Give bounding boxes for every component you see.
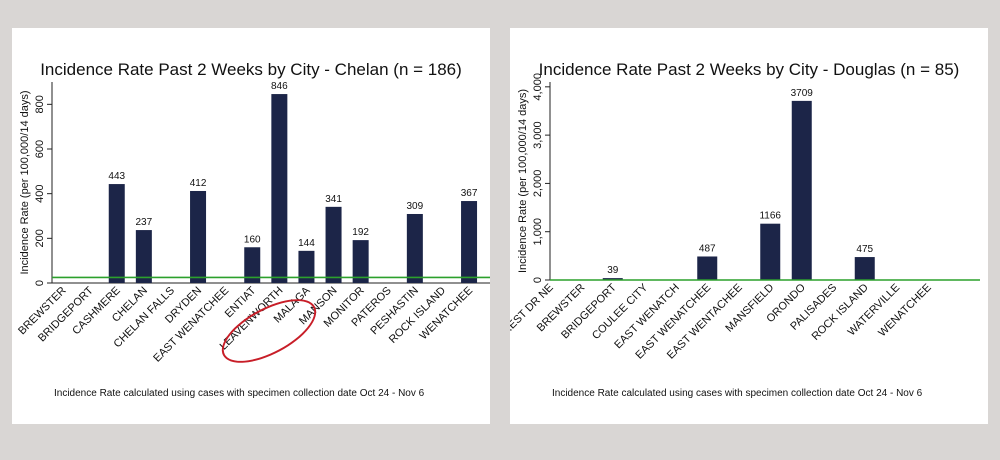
category-label: COULEE CITY (590, 281, 651, 342)
douglas-chart-panel: Incidence Rate Past 2 Weeks by City - Do… (510, 28, 988, 424)
y-tick-label: 200 (34, 229, 46, 247)
y-tick-label: 4,000 (532, 73, 544, 101)
bar-value-label: 1166 (759, 211, 781, 222)
bar (108, 184, 125, 283)
bar-value-label: 192 (352, 227, 369, 238)
bar-value-label: 487 (699, 243, 716, 254)
bar (244, 247, 261, 283)
bar (352, 240, 369, 283)
chart-footnote: Incidence Rate calculated using cases wi… (54, 388, 425, 399)
category-label: ROCK ISLAND (810, 282, 871, 343)
bar (271, 94, 288, 283)
y-tick-label: 0 (34, 280, 46, 286)
bar-value-label: 309 (407, 201, 424, 212)
bar-value-label: 237 (136, 217, 153, 228)
bar-value-label: 475 (856, 244, 873, 255)
bar (602, 278, 623, 280)
y-tick-label: 1,000 (532, 218, 544, 246)
y-axis-label: Incidence Rate (per 100,000/14 days) (19, 90, 31, 274)
bar (854, 257, 875, 280)
chart-title: Incidence Rate Past 2 Weeks by City - Ch… (40, 60, 462, 79)
bar (298, 250, 315, 283)
chart-title: Incidence Rate Past 2 Weeks by City - Do… (538, 60, 960, 79)
bar (325, 206, 342, 283)
bar (135, 230, 152, 283)
bar (697, 256, 718, 280)
chart-footnote: Incidence Rate calculated using cases wi… (552, 388, 923, 399)
bar-value-label: 39 (607, 265, 619, 276)
y-tick-label: 0 (532, 277, 544, 283)
bar-value-label: 160 (244, 234, 261, 245)
bar (406, 213, 423, 283)
y-axis-label: Incidence Rate (per 100,000/14 days) (517, 89, 529, 273)
bar (461, 201, 478, 283)
bar-value-label: 443 (108, 171, 125, 182)
bar (760, 223, 781, 280)
chelan-chart-panel: Incidence Rate Past 2 Weeks by City - Ch… (12, 28, 490, 424)
category-label: BRIDGEPORT (559, 281, 619, 341)
bar (190, 190, 207, 283)
bar-value-label: 846 (271, 81, 288, 92)
bar-value-label: 144 (298, 238, 315, 249)
y-tick-label: 2,000 (532, 170, 544, 198)
y-tick-label: 3,000 (532, 121, 544, 149)
bar-value-label: 367 (461, 188, 478, 199)
y-tick-label: 600 (34, 140, 46, 158)
bar (791, 100, 812, 280)
y-tick-label: 400 (34, 184, 46, 202)
y-tick-label: 800 (34, 95, 46, 113)
bar-value-label: 412 (190, 178, 207, 189)
bar-value-label: 3709 (791, 88, 814, 99)
bar-value-label: 341 (325, 194, 342, 205)
